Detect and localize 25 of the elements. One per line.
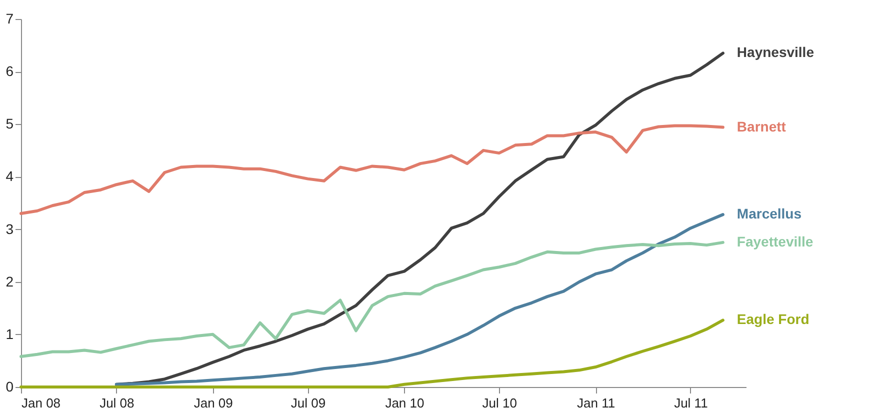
series-label: Barnett [736, 118, 786, 134]
y-tick-label: 0 [6, 378, 14, 394]
x-tick-label: Jul 11 [674, 396, 708, 410]
x-tick-label: Jul 09 [290, 396, 326, 410]
y-tick-label: 7 [6, 10, 14, 26]
x-tick-label: Jan 09 [194, 396, 233, 410]
line-series [20, 240, 724, 358]
y-tick-label: 2 [6, 273, 14, 290]
series-label: Fayetteville [736, 233, 814, 250]
y-tick-label: 6 [6, 63, 14, 80]
series-label: Haynesville [736, 44, 814, 60]
line-series [114, 213, 724, 386]
x-tick-label: Jan 10 [385, 396, 424, 410]
y-tick-label: 3 [6, 220, 14, 237]
y-tick-label: 5 [6, 116, 14, 132]
y-tick-label: 1 [6, 326, 14, 342]
x-tick-label: Jul 08 [100, 396, 134, 410]
x-tick-label: Jan 08 [22, 396, 61, 410]
series-label: Marcellus [736, 206, 802, 222]
series-label: Eagle Ford [736, 311, 810, 328]
x-tick-label: Jul 10 [482, 396, 517, 410]
line-series [20, 318, 724, 388]
line-series [20, 124, 724, 216]
y-tick-label: 4 [6, 168, 14, 184]
x-tick-label: Jan 11 [577, 396, 616, 410]
